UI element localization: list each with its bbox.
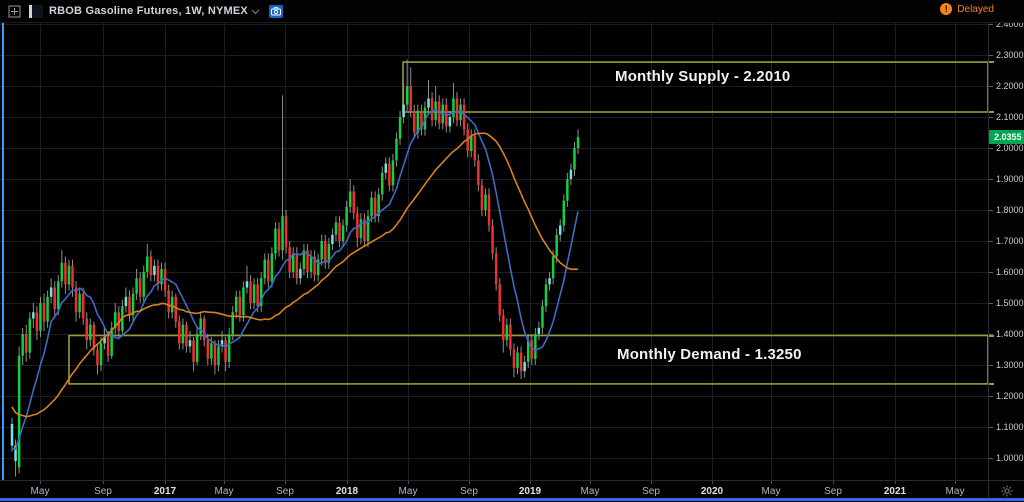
- axis-corner: [988, 480, 1024, 501]
- time-axis-tick: [40, 481, 41, 484]
- delayed-badge[interactable]: ! Delayed: [940, 3, 994, 15]
- time-axis-tick: [771, 481, 772, 484]
- price-axis-label: 1.8000: [996, 205, 1024, 215]
- price-axis-tick: [989, 240, 993, 242]
- price-axis-label: 1.5000: [996, 298, 1024, 308]
- time-axis-label: Sep: [642, 486, 660, 497]
- chart-header: RBOB Gasoline Futures, 1W, NYMEX ! Delay…: [0, 0, 1024, 23]
- time-axis-tick: [103, 481, 104, 484]
- price-axis-tick: [989, 116, 993, 118]
- price-axis-label: 1.9000: [996, 174, 1024, 184]
- price-axis-label: 1.3000: [996, 360, 1024, 370]
- price-axis-tick: [989, 209, 993, 211]
- time-axis-tick: [651, 481, 652, 484]
- ma-fast-line: [11, 109, 579, 450]
- delayed-warning-icon: !: [940, 3, 953, 15]
- time-axis-label: 2021: [883, 486, 907, 497]
- delayed-label: Delayed: [957, 3, 994, 15]
- time-axis-label: Sep: [460, 486, 478, 497]
- time-axis-tick: [530, 481, 531, 484]
- symbol-title[interactable]: RBOB Gasoline Futures, 1W, NYMEX: [49, 5, 248, 17]
- price-axis-label: 2.0000: [996, 143, 1024, 153]
- price-axis-tick: [989, 395, 993, 397]
- instrument-logo: [29, 4, 43, 18]
- time-axis-tick: [712, 481, 713, 484]
- add-compare-icon[interactable]: [7, 4, 21, 18]
- time-axis-label: May: [761, 486, 781, 497]
- bottom-border-line: [0, 498, 1024, 501]
- time-axis-tick: [285, 481, 286, 484]
- price-axis-label: 2.1000: [996, 112, 1024, 122]
- zone-level-tick: [989, 382, 994, 385]
- candle-wicks: [11, 59, 579, 477]
- price-axis-label: 1.6000: [996, 267, 1024, 277]
- time-axis-label: 2018: [335, 486, 359, 497]
- time-axis-label: Sep: [276, 486, 294, 497]
- zone-level-tick: [989, 334, 994, 337]
- vertical-marker-line: [2, 22, 4, 500]
- supply-zone-rect[interactable]: [402, 61, 988, 113]
- price-axis-label: 2.4000: [996, 19, 1024, 29]
- price-axis-label: 2.2000: [996, 81, 1024, 91]
- time-axis-tick: [408, 481, 409, 484]
- time-axis-tick: [833, 481, 834, 484]
- price-axis-label: 1.0000: [996, 453, 1024, 463]
- price-axis-tick: [989, 426, 993, 428]
- candlestick-series: [10, 86, 580, 468]
- time-axis-label: May: [945, 486, 965, 497]
- chart-pane[interactable]: Monthly Supply - 2.2010 Monthly Demand -…: [0, 22, 988, 480]
- ma-slow-line: [11, 132, 579, 418]
- time-axis-label: May: [580, 486, 600, 497]
- current-price-label: 2.0355: [989, 129, 1024, 144]
- time-axis-tick: [347, 481, 348, 484]
- time-axis-tick: [165, 481, 166, 484]
- zone-level-tick: [989, 61, 994, 64]
- time-axis-tick: [955, 481, 956, 484]
- price-axis-label: 2.3000: [996, 50, 1024, 60]
- price-axis-tick: [989, 333, 993, 335]
- price-axis-tick: [989, 23, 993, 25]
- time-axis-label: 2020: [700, 486, 724, 497]
- time-axis-label: May: [30, 486, 50, 497]
- time-axis-label: 2017: [153, 486, 177, 497]
- price-axis-tick: [989, 364, 993, 366]
- price-axis[interactable]: 2.4000 2.3000 2.2000 2.1000 2.0000 1.9000 1.80…: [988, 19, 1024, 480]
- price-axis-tick: [989, 178, 993, 180]
- supply-zone-label[interactable]: Monthly Supply - 2.2010: [615, 68, 791, 85]
- time-axis-tick: [590, 481, 591, 484]
- time-axis-label: Sep: [94, 486, 112, 497]
- price-axis-tick: [989, 147, 993, 149]
- price-axis-label: 1.4000: [996, 329, 1024, 339]
- price-axis-tick: [989, 302, 993, 304]
- time-axis-label: Sep: [824, 486, 842, 497]
- chevron-down-icon[interactable]: [251, 6, 261, 16]
- price-chart-canvas[interactable]: [0, 22, 988, 480]
- price-axis-tick: [989, 271, 993, 273]
- time-axis-label: May: [398, 486, 418, 497]
- camera-icon[interactable]: [268, 4, 283, 18]
- time-axis[interactable]: May Sep 2017 May Sep 2018 May Sep 2019 May Sep 2020…: [0, 480, 988, 501]
- demand-zone-label[interactable]: Monthly Demand - 1.3250: [617, 346, 802, 363]
- price-axis-label: 1.1000: [996, 422, 1024, 432]
- time-axis-label: May: [214, 486, 234, 497]
- price-axis-tick: [989, 85, 993, 87]
- price-axis-label: 1.2000: [996, 391, 1024, 401]
- time-axis-tick: [224, 481, 225, 484]
- gridlines: [0, 22, 988, 480]
- time-axis-label: 2019: [518, 486, 542, 497]
- time-axis-tick: [469, 481, 470, 484]
- price-axis-tick: [989, 54, 993, 56]
- gear-icon[interactable]: [1001, 485, 1014, 498]
- price-axis-label: 1.7000: [996, 236, 1024, 246]
- time-axis-tick: [895, 481, 896, 484]
- zone-level-tick: [989, 111, 994, 114]
- price-axis-tick: [989, 457, 993, 459]
